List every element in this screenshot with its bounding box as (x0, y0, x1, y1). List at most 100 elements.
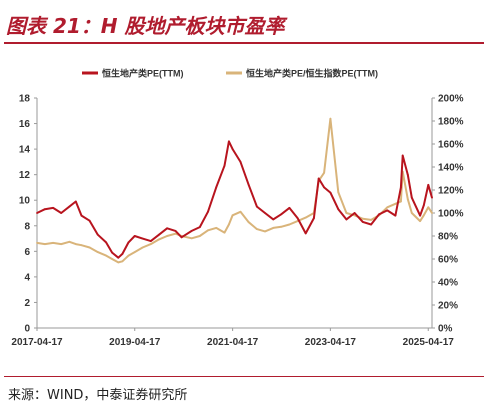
data-point-pe (264, 212, 266, 214)
data-point-relative-pe (52, 242, 54, 244)
data-point-pe (337, 208, 340, 211)
data-point-pe (431, 196, 433, 199)
data-point-pe (406, 173, 409, 176)
data-point-pe (52, 207, 54, 209)
footer-divider (4, 376, 484, 377)
data-point-pe (400, 186, 402, 189)
data-point-relative-pe (68, 240, 71, 243)
data-point-pe (394, 214, 397, 217)
data-point-relative-pe (190, 237, 193, 240)
right-axis-tick-label: 40% (438, 278, 458, 289)
left-axis-tick-label: 14 (19, 145, 31, 156)
data-point-relative-pe (36, 242, 38, 244)
right-axis-tick-label: 80% (438, 232, 458, 243)
data-point-pe (117, 256, 120, 259)
left-axis-tick-label: 18 (19, 94, 31, 105)
data-point-pe (256, 205, 258, 208)
data-point-relative-pe (215, 227, 218, 229)
data-point-pe (174, 230, 177, 232)
data-point-relative-pe (256, 228, 258, 231)
x-axis-tick-label: 2021-04-17 (207, 337, 259, 348)
legend-label-pe: 恒生地产类PE(TTM) (102, 68, 184, 79)
data-point-pe (427, 184, 430, 186)
data-point-relative-pe (127, 254, 130, 257)
data-point-pe (231, 148, 234, 150)
data-point-relative-pe (410, 212, 413, 214)
x-axis-tick-label: 2019-04-17 (109, 337, 161, 348)
data-point-pe (353, 212, 356, 214)
data-point-pe (239, 161, 242, 163)
data-point-relative-pe (337, 191, 340, 194)
data-point-pe (272, 218, 275, 221)
data-point-pe (280, 213, 283, 216)
data-point-pe (96, 233, 99, 236)
left-axis-tick-label: 4 (24, 272, 30, 283)
figure-title: 图表 21：H 股地产板块市盈率 (6, 14, 285, 38)
data-point-pe (88, 219, 91, 222)
left-axis-tick-label: 0 (24, 324, 30, 335)
data-point-relative-pe (105, 254, 107, 257)
data-point-pe (158, 233, 160, 236)
data-point-relative-pe (280, 225, 283, 228)
data-point-relative-pe (394, 202, 397, 205)
data-point-relative-pe (111, 258, 113, 260)
data-point-pe (323, 186, 325, 189)
data-point-relative-pe (158, 238, 160, 241)
data-point-relative-pe (422, 214, 425, 217)
data-point-relative-pe (198, 235, 201, 237)
data-point-relative-pe (329, 117, 332, 120)
data-point-pe (345, 218, 348, 221)
line-chart: 0246810121416180%20%40%60%80%100%120%140… (11, 68, 464, 349)
data-point-relative-pe (272, 227, 275, 229)
data-point-relative-pe (323, 171, 325, 174)
data-point-pe (60, 212, 63, 214)
data-point-pe (247, 184, 250, 186)
data-point-relative-pe (304, 216, 307, 219)
data-point-pe (36, 212, 38, 214)
data-point-relative-pe (223, 231, 226, 234)
data-point-relative-pe (60, 243, 63, 246)
right-axis-tick-label: 100% (438, 209, 464, 220)
left-axis-tick-label: 8 (24, 221, 30, 232)
data-point-relative-pe (231, 214, 234, 217)
data-point-relative-pe (239, 210, 242, 213)
right-axis-tick-label: 20% (438, 301, 458, 312)
chart-area: 0 2 4 6 8 10 12 14 16 18 0% 20% 40% 60% 80% 100% 120% 140… (0, 52, 488, 358)
x-axis-tick-label: 2017-04-17 (11, 337, 63, 348)
right-axis-tick-label: 160% (438, 140, 464, 151)
data-point-relative-pe (88, 246, 91, 249)
data-point-pe (410, 196, 413, 199)
left-axis-tick-label: 12 (19, 170, 31, 181)
data-point-pe (329, 191, 332, 194)
data-point-pe (386, 209, 389, 212)
left-axis-tick-label: 6 (24, 247, 30, 258)
data-point-pe (288, 207, 291, 209)
data-point-relative-pe (361, 217, 364, 220)
x-axis-tick-label: 2025-04-17 (403, 337, 455, 348)
data-point-relative-pe (117, 261, 120, 264)
data-point-pe (105, 241, 107, 244)
data-point-relative-pe (264, 230, 266, 233)
data-point-pe (133, 235, 136, 237)
x-axis-tick-label: 2023-04-17 (305, 337, 357, 348)
header-divider (4, 42, 484, 44)
figure-footer: 来源：WIND，中泰证券研究所 (0, 376, 488, 406)
data-point-relative-pe (174, 232, 177, 235)
data-point-pe (149, 240, 152, 243)
data-point-relative-pe (288, 223, 291, 226)
data-point-pe (74, 200, 77, 203)
data-point-relative-pe (345, 212, 348, 214)
data-point-relative-pe (96, 251, 99, 254)
data-point-pe (111, 251, 113, 254)
series-line-relative-pe (36, 117, 433, 264)
data-point-pe (228, 140, 230, 143)
data-point-relative-pe (121, 260, 124, 263)
right-axis-tick-label: 120% (438, 186, 464, 197)
data-point-pe (370, 223, 372, 226)
data-point-pe (141, 237, 144, 240)
data-point-relative-pe (419, 220, 421, 223)
data-point-relative-pe (141, 246, 144, 249)
data-point-relative-pe (166, 235, 169, 237)
data-point-pe (68, 205, 71, 208)
data-point-pe (401, 154, 404, 157)
